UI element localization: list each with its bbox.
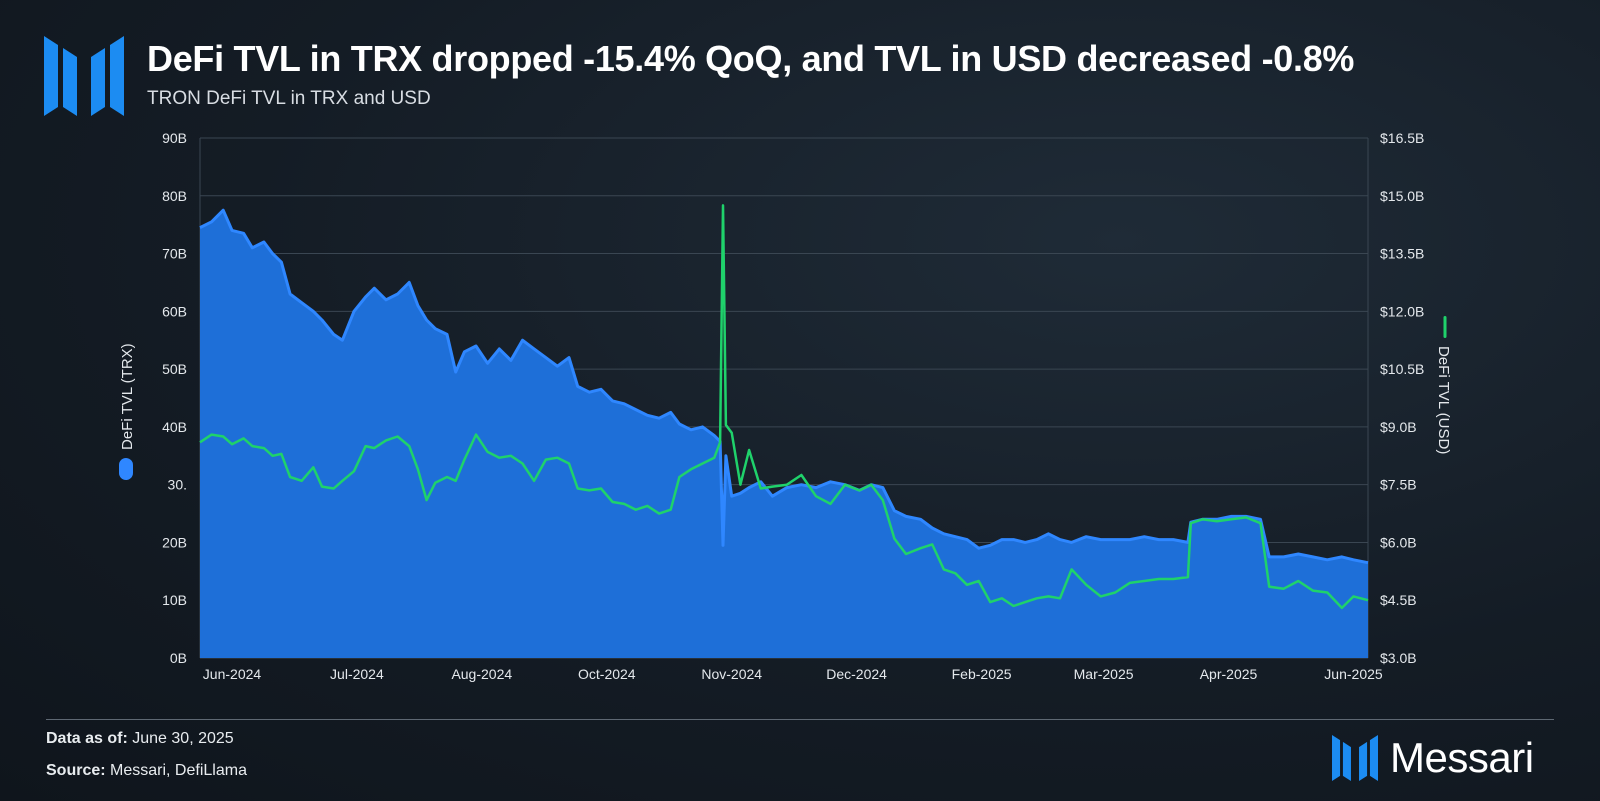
trx-area-series — [199, 208, 1369, 658]
left-tick-label: 20B — [162, 534, 187, 550]
usd-line — [199, 204, 1369, 610]
x-tick-label: Jun-2025 — [1324, 666, 1383, 682]
right-axis-ticks: $3.0B $4.5B $6.0B $7.5B $9.0B $10.5B $12.0B $13… — [1380, 130, 1424, 666]
chart-title: DeFi TVL in TRX dropped -15.4% QoQ, and … — [147, 38, 1355, 79]
left-axis-title: DeFi TVL (TRX) — [119, 343, 136, 480]
right-tick-label: $3.0B — [1380, 650, 1417, 666]
right-tick-label: $16.5B — [1380, 130, 1424, 146]
chart: 0B 10B 20B 30. 40B 50B 60B 70B 80B 90B $3.0B $4.5B… — [119, 130, 1452, 682]
chart-subtitle: TRON DeFi TVL in TRX and USD — [147, 88, 431, 109]
usd-line-series — [199, 204, 1369, 610]
right-tick-label: $12.0B — [1380, 303, 1424, 319]
footer-divider — [46, 719, 1554, 720]
left-axis-title-text: DeFi TVL (TRX) — [119, 343, 136, 450]
left-tick-label: 50B — [162, 361, 187, 377]
right-tick-label: $4.5B — [1380, 592, 1417, 608]
data-date-value: June 30, 2025 — [132, 730, 234, 747]
x-tick-label: Apr-2025 — [1200, 666, 1258, 682]
left-tick-label: 40B — [162, 419, 187, 435]
messari-logo-icon — [44, 36, 124, 116]
left-tick-label: 70B — [162, 246, 187, 262]
axis-titles: DeFi TVL (TRX) DeFi TVL (USD) — [119, 316, 1452, 480]
right-tick-label: $6.0B — [1380, 534, 1417, 550]
left-tick-label: 80B — [162, 188, 187, 204]
data-source-value: Messari, DefiLlama — [110, 762, 247, 779]
trx-area — [200, 210, 1368, 658]
right-tick-label: $10.5B — [1380, 361, 1424, 377]
right-axis-title-text: DeFi TVL (USD) — [1435, 346, 1452, 454]
trx-legend-swatch — [119, 458, 133, 480]
right-axis-title: DeFi TVL (USD) — [1435, 316, 1452, 454]
brand-logo: Messari — [1332, 734, 1534, 781]
usd-legend-swatch — [1443, 316, 1447, 338]
messari-logo-icon — [1332, 735, 1378, 781]
x-tick-label: Nov-2024 — [701, 666, 762, 682]
x-axis-ticks: Jun-2024 Jul-2024 Aug-2024 Oct-2024 Nov-2024… — [203, 666, 1383, 682]
data-date: Data as of: June 30, 2025 — [46, 730, 234, 748]
left-tick-label: 10B — [162, 592, 187, 608]
x-tick-label: Aug-2024 — [451, 666, 512, 682]
right-tick-label: $15.0B — [1380, 188, 1424, 204]
trx-line — [199, 208, 1369, 565]
right-tick-label: $7.5B — [1380, 477, 1417, 493]
left-tick-label: 60B — [162, 303, 187, 319]
data-date-label: Data as of: — [46, 730, 128, 747]
right-tick-label: $9.0B — [1380, 419, 1417, 435]
x-tick-label: Jul-2024 — [330, 666, 384, 682]
left-tick-label: 0B — [170, 650, 187, 666]
x-tick-label: Oct-2024 — [578, 666, 636, 682]
data-source-label: Source: — [46, 762, 106, 779]
x-tick-label: Feb-2025 — [952, 666, 1012, 682]
brand-name: Messari — [1390, 734, 1534, 781]
right-tick-label: $13.5B — [1380, 246, 1424, 262]
x-tick-label: Mar-2025 — [1074, 666, 1134, 682]
left-tick-label: 30. — [168, 477, 187, 493]
x-tick-label: Jun-2024 — [203, 666, 262, 682]
left-tick-label: 90B — [162, 130, 187, 146]
data-source: Source: Messari, DefiLlama — [46, 762, 247, 780]
x-tick-label: Dec-2024 — [826, 666, 887, 682]
left-axis-ticks: 0B 10B 20B 30. 40B 50B 60B 70B 80B 90B — [162, 130, 187, 666]
